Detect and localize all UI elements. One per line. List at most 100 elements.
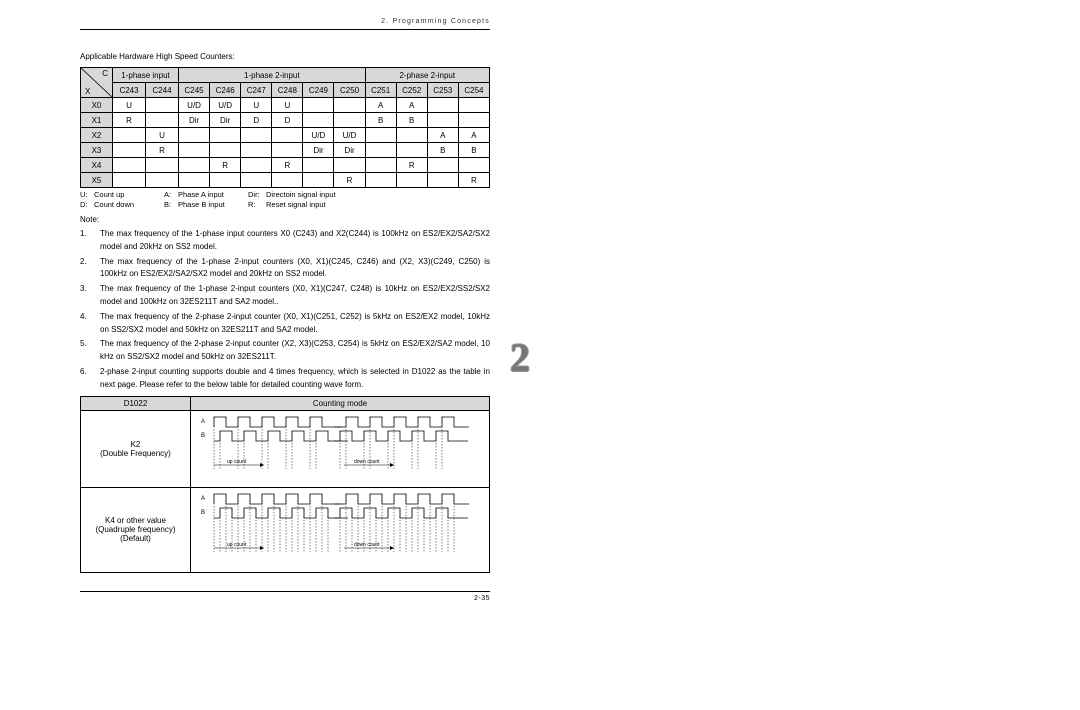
legend-d-v: Count down — [94, 200, 164, 209]
note-item: The max frequency of the 2-phase 2-input… — [80, 338, 490, 364]
table-cell: U/D — [210, 98, 241, 113]
legend-a-v: Phase A input — [178, 190, 248, 199]
header-rule — [80, 29, 490, 30]
col-header: C247 — [241, 83, 272, 98]
col-header: C244 — [146, 83, 179, 98]
note-item: The max frequency of the 1-phase 2-input… — [80, 283, 490, 309]
table-cell — [210, 128, 241, 143]
table-cell — [146, 173, 179, 188]
row-header: X4 — [81, 158, 113, 173]
col-header: C248 — [272, 83, 303, 98]
table-cell — [458, 113, 489, 128]
legend-r-v: Reset signal input — [266, 200, 490, 209]
legend: U:Count up A:Phase A input Dir:Directoin… — [80, 190, 490, 209]
note-item: 2-phase 2-input counting supports double… — [80, 366, 490, 392]
table-cell — [272, 128, 303, 143]
table-cell: U — [146, 128, 179, 143]
table-cell — [427, 113, 458, 128]
col-header: C246 — [210, 83, 241, 98]
note-label: Note: — [80, 215, 490, 224]
mode-k2-label: K2 — [83, 440, 188, 449]
table-cell — [241, 143, 272, 158]
table-cell — [210, 173, 241, 188]
table-cell: B — [365, 113, 396, 128]
table-cell — [365, 173, 396, 188]
chapter-header: 2. Programming Concepts — [80, 18, 490, 25]
table-cell — [334, 98, 365, 113]
col-header: C245 — [179, 83, 210, 98]
table-cell — [241, 158, 272, 173]
col-header: C253 — [427, 83, 458, 98]
counters-subtitle: Applicable Hardware High Speed Counters: — [80, 52, 490, 61]
table-cell: Dir — [179, 113, 210, 128]
diag-c: C — [102, 69, 108, 78]
svg-text:A: A — [201, 496, 205, 502]
table-cell: R — [396, 158, 427, 173]
table-cell — [303, 173, 334, 188]
table-cell: Dir — [334, 143, 365, 158]
table-cell — [113, 173, 146, 188]
table-cell: A — [396, 98, 427, 113]
table-cell — [113, 158, 146, 173]
table-cell — [365, 143, 396, 158]
table-cell — [179, 143, 210, 158]
table-cell: D — [272, 113, 303, 128]
note-item: The max frequency of the 1-phase 2-input… — [80, 256, 490, 282]
legend-d-k: D: — [80, 200, 94, 209]
table-cell — [427, 173, 458, 188]
mode-k4-label: K4 or other value — [83, 516, 188, 525]
col-header: C243 — [113, 83, 146, 98]
notes-list: The max frequency of the 1-phase input c… — [80, 228, 490, 392]
row-header: X0 — [81, 98, 113, 113]
table-cell — [146, 158, 179, 173]
table-cell: R — [113, 113, 146, 128]
table-cell — [458, 98, 489, 113]
table-cell — [396, 143, 427, 158]
legend-r-k: R: — [248, 200, 266, 209]
legend-b-k: B: — [164, 200, 178, 209]
group-1phase-input: 1-phase input — [113, 68, 179, 83]
table-cell — [334, 158, 365, 173]
group-1phase-2input: 1-phase 2-input — [179, 68, 366, 83]
note-item: The max frequency of the 2-phase 2-input… — [80, 311, 490, 337]
mode-k4-cell: K4 or other value (Quadruple frequency) … — [81, 487, 191, 572]
svg-text:B: B — [201, 433, 205, 439]
row-header: X1 — [81, 113, 113, 128]
col-header: C249 — [303, 83, 334, 98]
counters-table: C X 1-phase input 1-phase 2-input 2-phas… — [80, 67, 490, 188]
mode-k2-cell: K2 (Double Frequency) — [81, 410, 191, 487]
row-header: X3 — [81, 143, 113, 158]
table-cell: D — [241, 113, 272, 128]
table-cell — [334, 113, 365, 128]
table-cell: U — [272, 98, 303, 113]
table-cell — [113, 128, 146, 143]
table-cell: B — [427, 143, 458, 158]
table-cell — [427, 158, 458, 173]
table-cell: R — [458, 173, 489, 188]
table-cell — [303, 98, 334, 113]
table-cell — [179, 128, 210, 143]
table-cell — [303, 158, 334, 173]
table-cell — [396, 173, 427, 188]
wave-k2: ABup countdown count — [191, 410, 490, 487]
table-cell: A — [458, 128, 489, 143]
col-d1022: D1022 — [81, 396, 191, 410]
chapter-badge: 2 — [510, 334, 530, 381]
table-cell — [365, 128, 396, 143]
diag-cell: C X — [81, 68, 113, 98]
table-cell: R — [272, 158, 303, 173]
table-cell: U — [241, 98, 272, 113]
page-number: 2-35 — [80, 595, 490, 602]
mode-k2-sub: (Double Frequency) — [83, 449, 188, 458]
table-cell — [272, 173, 303, 188]
table-cell — [146, 98, 179, 113]
col-header: C252 — [396, 83, 427, 98]
svg-text:B: B — [201, 510, 205, 516]
table-cell: Dir — [303, 143, 334, 158]
table-cell: U/D — [334, 128, 365, 143]
table-cell — [241, 128, 272, 143]
table-cell: U/D — [303, 128, 334, 143]
table-cell — [210, 143, 241, 158]
diag-x: X — [85, 87, 90, 96]
legend-u-v: Count up — [94, 190, 164, 199]
